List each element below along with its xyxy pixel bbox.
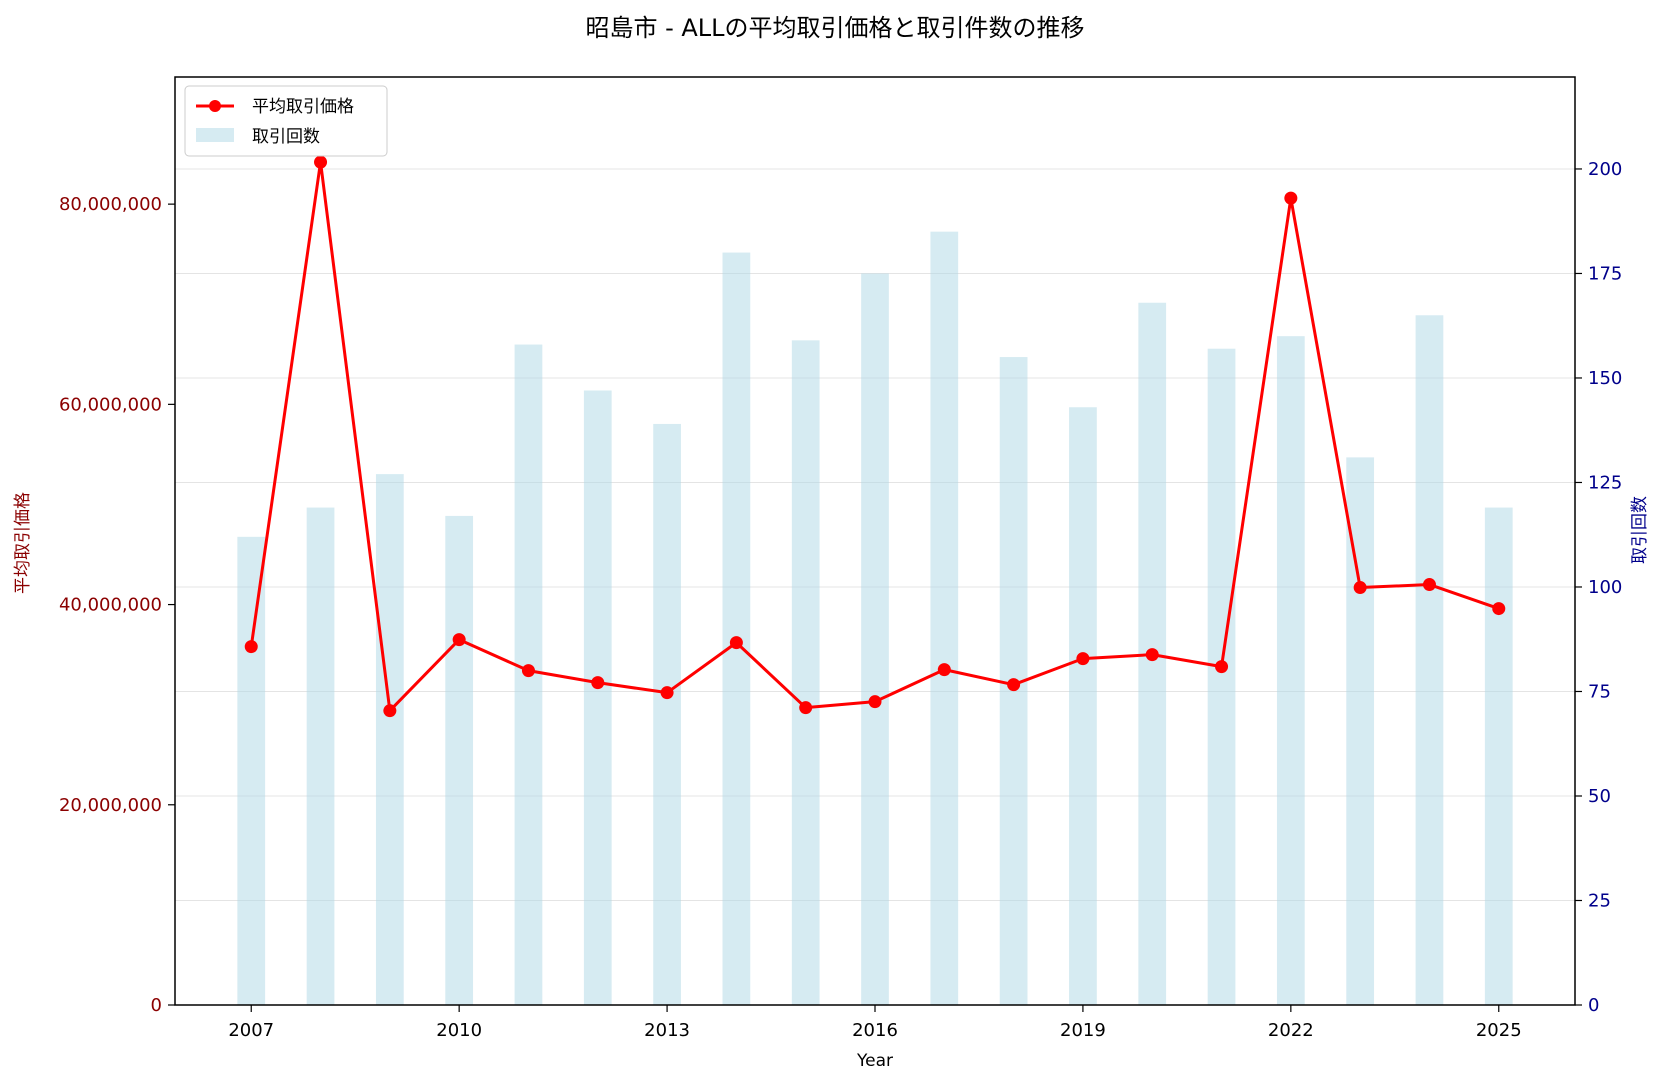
point-2019 <box>1076 652 1090 666</box>
right-tick-label: 200 <box>1588 159 1622 180</box>
point-2009 <box>383 704 397 718</box>
right-tick-label: 25 <box>1588 890 1611 911</box>
point-2015 <box>799 701 813 715</box>
legend-box <box>184 85 388 157</box>
right-tick-label: 75 <box>1588 681 1611 702</box>
bar-2021 <box>1207 348 1236 1006</box>
point-2023 <box>1353 581 1367 595</box>
point-2014 <box>729 636 743 650</box>
right-tick-label: 0 <box>1588 995 1599 1016</box>
point-2021 <box>1215 660 1229 674</box>
x-tick-label: 2016 <box>852 1020 898 1041</box>
point-2013 <box>660 686 674 700</box>
point-2017 <box>937 663 951 677</box>
right-tick-label: 125 <box>1588 472 1622 493</box>
legend-marker-swatch <box>209 100 221 112</box>
legend-label-price: 平均取引価格 <box>252 97 354 117</box>
right-tick-label: 100 <box>1588 577 1622 598</box>
bar-2024 <box>1415 315 1444 1005</box>
bar-2025 <box>1484 507 1513 1005</box>
right-tick-label: 50 <box>1588 786 1611 807</box>
point-2020 <box>1145 648 1159 662</box>
point-2012 <box>591 676 605 690</box>
line-points <box>244 155 1506 718</box>
x-tick-label: 2013 <box>644 1020 690 1041</box>
bar-2022 <box>1276 336 1305 1006</box>
bar-2014 <box>722 252 751 1005</box>
right-axis: 0 25 50 75 100 125 150 175 200 <box>1575 159 1622 1016</box>
x-tick-label: 2025 <box>1476 1020 1522 1041</box>
left-tick-label: 40,000,000 <box>59 595 162 616</box>
x-axis-label: Year <box>856 1051 893 1071</box>
point-2018 <box>1007 678 1021 692</box>
x-tick-label: 2010 <box>436 1020 482 1041</box>
bar-2013 <box>653 423 681 1005</box>
point-2022 <box>1284 191 1298 205</box>
legend-label-count: 取引回数 <box>252 127 320 147</box>
point-2008 <box>314 155 328 169</box>
point-2007 <box>244 640 258 654</box>
left-tick-label: 80,000,000 <box>59 194 162 215</box>
legend-bar-swatch <box>196 128 234 142</box>
bar-2017 <box>930 231 959 1005</box>
x-tick-label: 2022 <box>1268 1020 1314 1041</box>
legend: 平均取引価格 取引回数 <box>184 85 388 157</box>
left-tick-label: 60,000,000 <box>59 394 162 415</box>
point-2011 <box>521 664 535 678</box>
bar-2023 <box>1346 457 1375 1006</box>
bar-series <box>237 231 1513 1006</box>
bar-2015 <box>791 340 820 1006</box>
bar-2008 <box>306 507 335 1005</box>
point-2016 <box>868 695 882 709</box>
point-2024 <box>1422 578 1436 592</box>
right-tick-label: 150 <box>1588 368 1622 389</box>
point-2010 <box>452 633 466 647</box>
x-tick-label: 2007 <box>228 1020 274 1041</box>
bar-2016 <box>861 273 889 1005</box>
right-axis-label: 取引回数 <box>1630 496 1650 564</box>
point-2025 <box>1492 602 1506 616</box>
bar-2007 <box>237 536 266 1005</box>
left-tick-label: 20,000,000 <box>59 795 162 816</box>
left-axis-label: 平均取引価格 <box>13 492 33 594</box>
bar-2009 <box>375 474 404 1005</box>
right-tick-label: 175 <box>1588 263 1622 284</box>
bar-2019 <box>1069 407 1097 1005</box>
x-tick-label: 2019 <box>1060 1020 1106 1041</box>
bar-2010 <box>445 515 474 1005</box>
left-tick-label: 0 <box>151 995 162 1016</box>
bar-2012 <box>583 390 612 1005</box>
chart-title: 昭島市 - ALLの平均取引価格と取引件数の推移 <box>585 14 1084 42</box>
left-axis: 0 20,000,000 40,000,000 60,000,000 80,000,00… <box>59 194 175 1016</box>
x-axis: 2007 2010 2013 2016 2019 2022 2025 <box>228 1005 1522 1041</box>
